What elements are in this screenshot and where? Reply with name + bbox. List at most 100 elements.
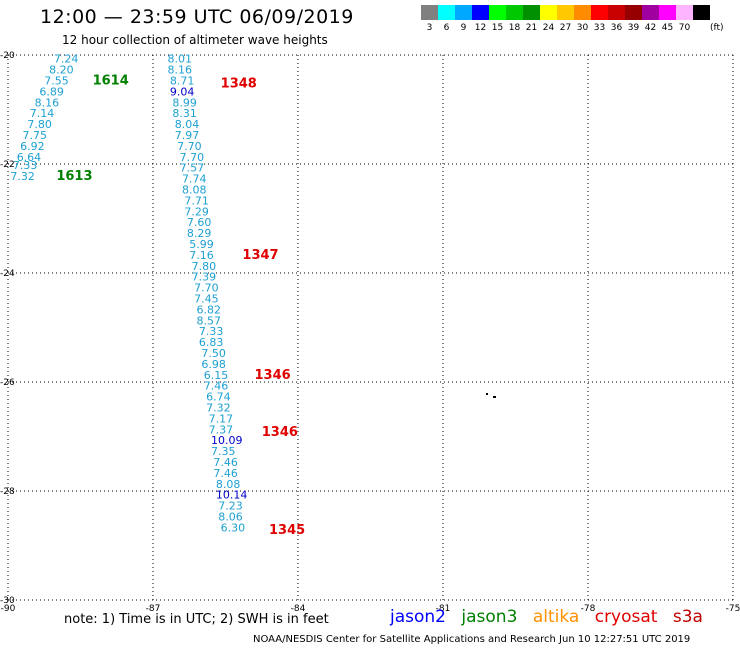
swh-value: 8.20: [49, 64, 73, 77]
swh-value: 7.39: [192, 271, 217, 284]
swh-value: 7.37: [209, 423, 234, 436]
swh-value: 7.29: [184, 205, 209, 218]
swh-value: 8.01: [168, 53, 193, 66]
swh-value: 8.16: [35, 96, 60, 109]
legend-label: 33: [593, 23, 606, 33]
lon-tick-label: -87: [146, 604, 161, 614]
map-title: 12:00 — 23:59 UTC 06/09/2019: [40, 6, 354, 28]
color-legend: 3 6 9 12 15 18 21 24 27 30 33 36 39 42 45 70 (ft): [421, 5, 724, 33]
pass-number-label: 1613: [56, 169, 92, 184]
swh-value: 6.92: [20, 140, 45, 153]
sat-cryosat: cryosat: [594, 607, 658, 627]
legend-label: 27: [559, 23, 572, 33]
pass-number-label: 1614: [93, 74, 129, 89]
swh-value: 7.33: [13, 159, 38, 172]
legend-label: 3: [426, 23, 433, 33]
swh-value: 7.80: [27, 118, 52, 131]
swh-value: 7.46: [213, 467, 238, 480]
legend-label: 42: [644, 23, 657, 33]
land-speck: [486, 393, 496, 398]
lat-tick-label: -30: [0, 596, 15, 606]
swh-value: 7.70: [177, 140, 202, 153]
swh-value: 7.74: [182, 173, 207, 186]
legend-label: 21: [525, 23, 538, 33]
legend-swatch: [557, 5, 574, 20]
axis-ticks: -90 -87 -84 -81 -78 -75 -20 -22 -24 -26 -28 -30: [0, 51, 740, 614]
legend-label: 18: [508, 23, 521, 33]
map-subtitle: 12 hour collection of altimeter wave hei…: [62, 33, 328, 47]
legend-swatch: [625, 5, 642, 20]
legend-swatches: [421, 5, 710, 20]
swh-value: 7.17: [209, 412, 234, 425]
legend-label: 15: [491, 23, 504, 33]
legend-swatch: [540, 5, 557, 20]
swh-value: 8.08: [216, 478, 241, 491]
swh-value: 7.70: [180, 151, 205, 164]
legend-label: 24: [542, 23, 555, 33]
legend-swatch: [523, 5, 540, 20]
legend-swatch: [659, 5, 676, 20]
swh-value: 8.16: [168, 64, 193, 77]
swh-value: 7.46: [204, 380, 229, 393]
swh-value: 7.70: [194, 282, 219, 295]
lon-tick-label: -90: [1, 604, 16, 614]
swh-value: 6.89: [39, 85, 64, 98]
lat-tick-label: -26: [0, 378, 15, 388]
lat-tick-label: -20: [0, 51, 15, 61]
lon-tick-label: -81: [436, 604, 451, 614]
lon-tick-label: -75: [726, 604, 740, 614]
sat-s3a: s3a: [672, 607, 703, 627]
lat-tick-label: -22: [0, 160, 15, 170]
footer-credit: NOAA/NESDIS Center for Satellite Applica…: [253, 634, 691, 645]
lon-tick-label: -84: [291, 604, 306, 614]
legend-label: 6: [443, 23, 450, 33]
swh-value: 7.16: [189, 249, 214, 262]
swh-value: 7.57: [180, 162, 205, 175]
swh-value: 7.60: [187, 216, 212, 229]
swh-value: 8.31: [172, 107, 197, 120]
legend-label: 9: [460, 23, 467, 33]
legend-swatch: [472, 5, 489, 20]
swh-value: 7.71: [184, 194, 209, 207]
swh-value: 10.09: [211, 434, 243, 447]
swh-value: 6.83: [199, 336, 224, 349]
swh-value: 8.57: [197, 314, 222, 327]
legend-swatch: [676, 5, 693, 20]
swh-value: 6.64: [17, 151, 42, 164]
legend-swatch: [455, 5, 472, 20]
legend-label: 39: [627, 23, 640, 33]
east-track: 8.018.168.719.048.998.318.047.977.707.70…: [168, 53, 248, 535]
satellite-legend: jason2 jason3 altika cryosat s3a: [390, 607, 713, 627]
legend-label: 70: [678, 23, 691, 33]
legend-swatch: [506, 5, 523, 20]
legend-swatch: [642, 5, 659, 20]
swh-value: 7.32: [206, 402, 231, 415]
swh-value: 8.99: [172, 96, 197, 109]
legend-label: 12: [474, 23, 487, 33]
footer-note: note: 1) Time is in UTC; 2) SWH is in fe…: [64, 612, 329, 627]
legend-swatch: [489, 5, 506, 20]
swh-value: 7.75: [23, 129, 48, 142]
legend-labels: 3 6 9 12 15 18 21 24 27 30 33 36 39 42 45 70: [421, 23, 710, 33]
sat-altika: altika: [532, 607, 580, 627]
swh-value: 7.50: [201, 347, 226, 360]
pass-number-label: 1347: [242, 248, 278, 263]
swh-value: 6.82: [197, 303, 222, 316]
pass-number-label: 1346: [262, 425, 298, 440]
swh-value: 8.04: [175, 118, 200, 131]
swh-value: 6.15: [204, 369, 229, 382]
swh-value: 8.08: [182, 184, 207, 197]
swh-value: 7.46: [213, 456, 238, 469]
swh-value: 9.04: [170, 85, 195, 98]
legend-swatch: [591, 5, 608, 20]
swh-value: 8.71: [170, 75, 195, 88]
swh-value: 6.74: [206, 391, 231, 404]
swh-value: 7.45: [194, 293, 219, 306]
map-grid: [7, 54, 734, 601]
legend-swatch: [574, 5, 591, 20]
legend-swatch: [693, 5, 710, 20]
swh-value: 7.55: [44, 75, 69, 88]
lon-tick-label: -78: [581, 604, 596, 614]
swh-value: 8.29: [187, 227, 212, 240]
